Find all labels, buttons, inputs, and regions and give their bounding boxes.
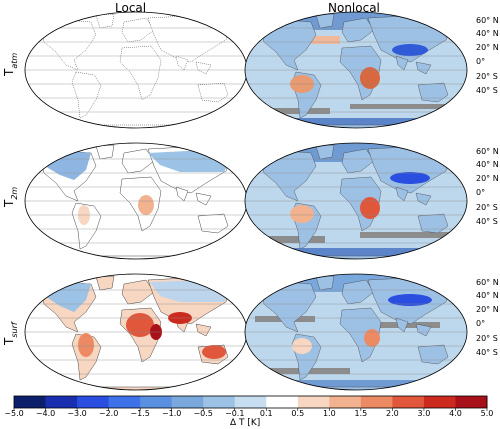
colorbar-label: Δ T [K] [230, 418, 261, 428]
colorbar-tick-label: −5.0 [4, 409, 24, 418]
latitude-label: 40° S [476, 217, 498, 226]
map-outline-nonlocal-tatm [244, 11, 468, 129]
colorbar-segment [392, 396, 425, 408]
latitude-label: 60° N [476, 147, 499, 156]
latitude-label: 20° N [476, 43, 499, 52]
colorbar-tick-label: −1.0 [161, 409, 182, 418]
colorbar-tick-label: −0.5 [193, 409, 213, 418]
colorbar [13, 395, 488, 411]
column-title-local: Local [115, 1, 147, 15]
colorbar-segment [329, 396, 362, 408]
colorbar-segment [140, 396, 173, 408]
colorbar-segment [360, 396, 393, 408]
latitude-label: 20° S [476, 203, 498, 212]
latitude-label: 40° N [476, 29, 499, 38]
colorbar-segment [423, 396, 456, 408]
colorbar-segment [171, 396, 204, 408]
colorbar-tick-label: 4.0 [449, 409, 462, 418]
latitude-label: 20° N [476, 174, 499, 183]
colorbar-segment [45, 396, 78, 408]
latitude-label: 20° S [476, 72, 498, 81]
latitude-label: 0° [476, 57, 486, 66]
colorbar-tick-label: 0.5 [291, 409, 305, 418]
latitude-label: 0° [476, 188, 486, 197]
latitude-label: 40° N [476, 160, 499, 169]
colorbar-segment [455, 396, 488, 408]
colorbar-tick-label: 3.0 [417, 409, 431, 418]
colorbar-segment [266, 396, 299, 408]
colorbar-frame [13, 395, 488, 409]
colorbar-tick-label: −2.0 [98, 409, 119, 418]
latitude-label: 20° S [476, 334, 498, 343]
map-outline-nonlocal-t2m [244, 142, 468, 260]
colorbar-segment [234, 396, 267, 408]
colorbar-tick-label: 2.0 [386, 409, 399, 418]
colorbar-tick-label: 0.1 [259, 409, 273, 418]
colorbar-segment [297, 396, 330, 408]
colorbar-segment [14, 396, 47, 408]
colorbar-segment [108, 396, 141, 408]
latitude-label: 0° [476, 319, 486, 328]
latitude-label: 60° N [476, 16, 499, 25]
map-outline-nonlocal-tsurf [244, 273, 468, 391]
colorbar-segment [203, 396, 236, 408]
latitude-label: 20° N [476, 305, 499, 314]
colorbar-tick-label: 1.5 [354, 409, 368, 418]
latitude-label: 40° N [476, 291, 499, 300]
colorbar-tick-label: −0.1 [225, 409, 245, 418]
colorbar-tick-label: 5.0 [480, 409, 494, 418]
colorbar-segment [77, 396, 110, 408]
colorbar-tick-label: −3.0 [67, 409, 87, 418]
colorbar-tick-label: −1.5 [130, 409, 150, 418]
colorbar-tick-label: 1.0 [322, 409, 336, 418]
column-title-nonlocal: Nonlocal [328, 1, 380, 15]
latitude-label: 60° N [476, 278, 499, 287]
colorbar-tick-label: −4.0 [35, 409, 56, 418]
latitude-label: 40° S [476, 348, 498, 357]
latitude-label: 40° S [476, 86, 498, 95]
